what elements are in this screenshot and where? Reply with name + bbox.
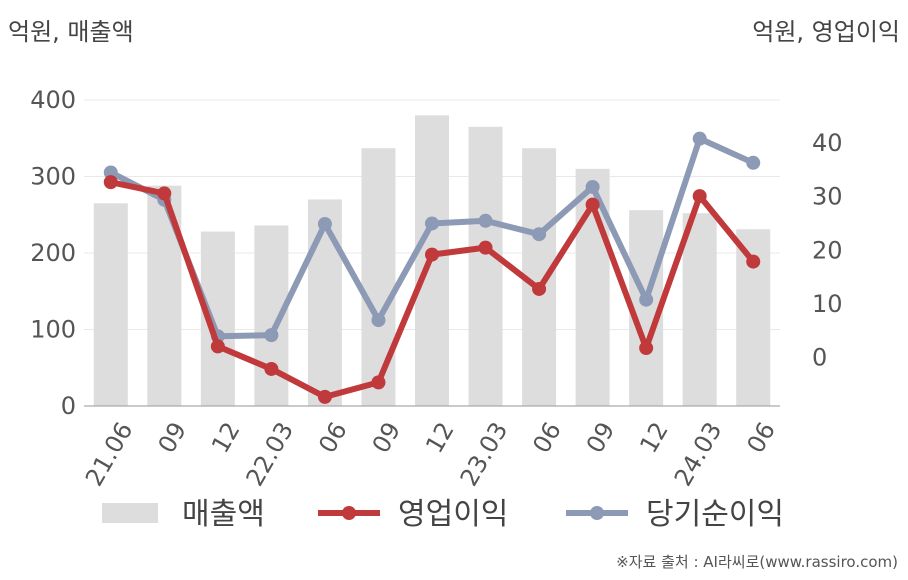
data-point [103,175,118,190]
data-point [103,165,118,180]
data-point [532,227,547,242]
data-point [639,292,654,307]
left-tick-label: 200 [30,239,76,267]
data-point [264,361,279,376]
x-tick-label: 09 [367,417,407,457]
line-series [103,131,761,404]
x-tick-label: 12 [206,417,246,457]
legend-label: 매출액 [182,497,265,532]
legend: 매출액 영업이익 당기순이익 [102,497,784,532]
left-tick-label: 0 [61,392,76,420]
data-point [371,313,386,328]
left-tick-label: 400 [30,86,76,114]
data-point [157,186,172,201]
left-axis-unit: 억원, 매출액 [8,18,134,46]
legend-swatch-marker [342,506,356,520]
x-tick-label: 22.03 [241,417,300,491]
data-point [425,216,439,231]
data-point [746,254,761,269]
x-tick-label: 12 [634,417,674,457]
x-tick-label: 21.06 [80,417,139,491]
right-tick-label: 30 [812,183,843,211]
bar [682,213,717,406]
x-tick-label: 09 [153,417,193,457]
bar [468,126,503,407]
data-point [692,189,707,204]
bar [307,199,342,406]
data-point [639,341,654,356]
legend-label: 영업이익 [398,497,508,532]
left-tick-label: 300 [30,163,76,191]
right-tick-label: 10 [812,290,843,318]
bar [361,148,396,406]
x-tick-label: 09 [581,417,621,457]
data-point [210,339,225,354]
data-point [317,389,332,404]
bar [93,203,128,406]
x-tick-label: 12 [420,417,460,457]
data-point [585,197,600,212]
data-point [746,155,761,170]
legend-swatch-marker [590,506,604,520]
data-point [585,179,600,194]
right-tick-label: 20 [812,236,843,264]
data-point [478,213,493,228]
data-point [425,247,439,262]
x-tick-label: 06 [313,417,353,457]
x-tick-label: 06 [527,417,567,457]
x-tick-label: 23.03 [455,417,514,491]
right-axis-unit: 억원, 영업이익 [752,18,900,46]
right-tick-label: 0 [812,344,827,372]
data-point [317,217,332,232]
left-tick-label: 100 [30,316,76,344]
x-tick-label: 24.03 [669,417,728,491]
data-point [264,328,279,343]
bar-series-revenue [93,115,771,407]
source-note: ※자료 출처 : AI라씨로(www.rassiro.com) [616,553,898,571]
x-tick-label: 06 [741,417,781,457]
legend-label: 당기순이익 [646,497,784,532]
legend-swatch-bar [102,503,158,523]
right-tick-label: 40 [812,129,843,157]
data-point [692,131,707,146]
data-point [532,281,547,296]
data-point [371,375,386,390]
data-point [478,240,493,255]
